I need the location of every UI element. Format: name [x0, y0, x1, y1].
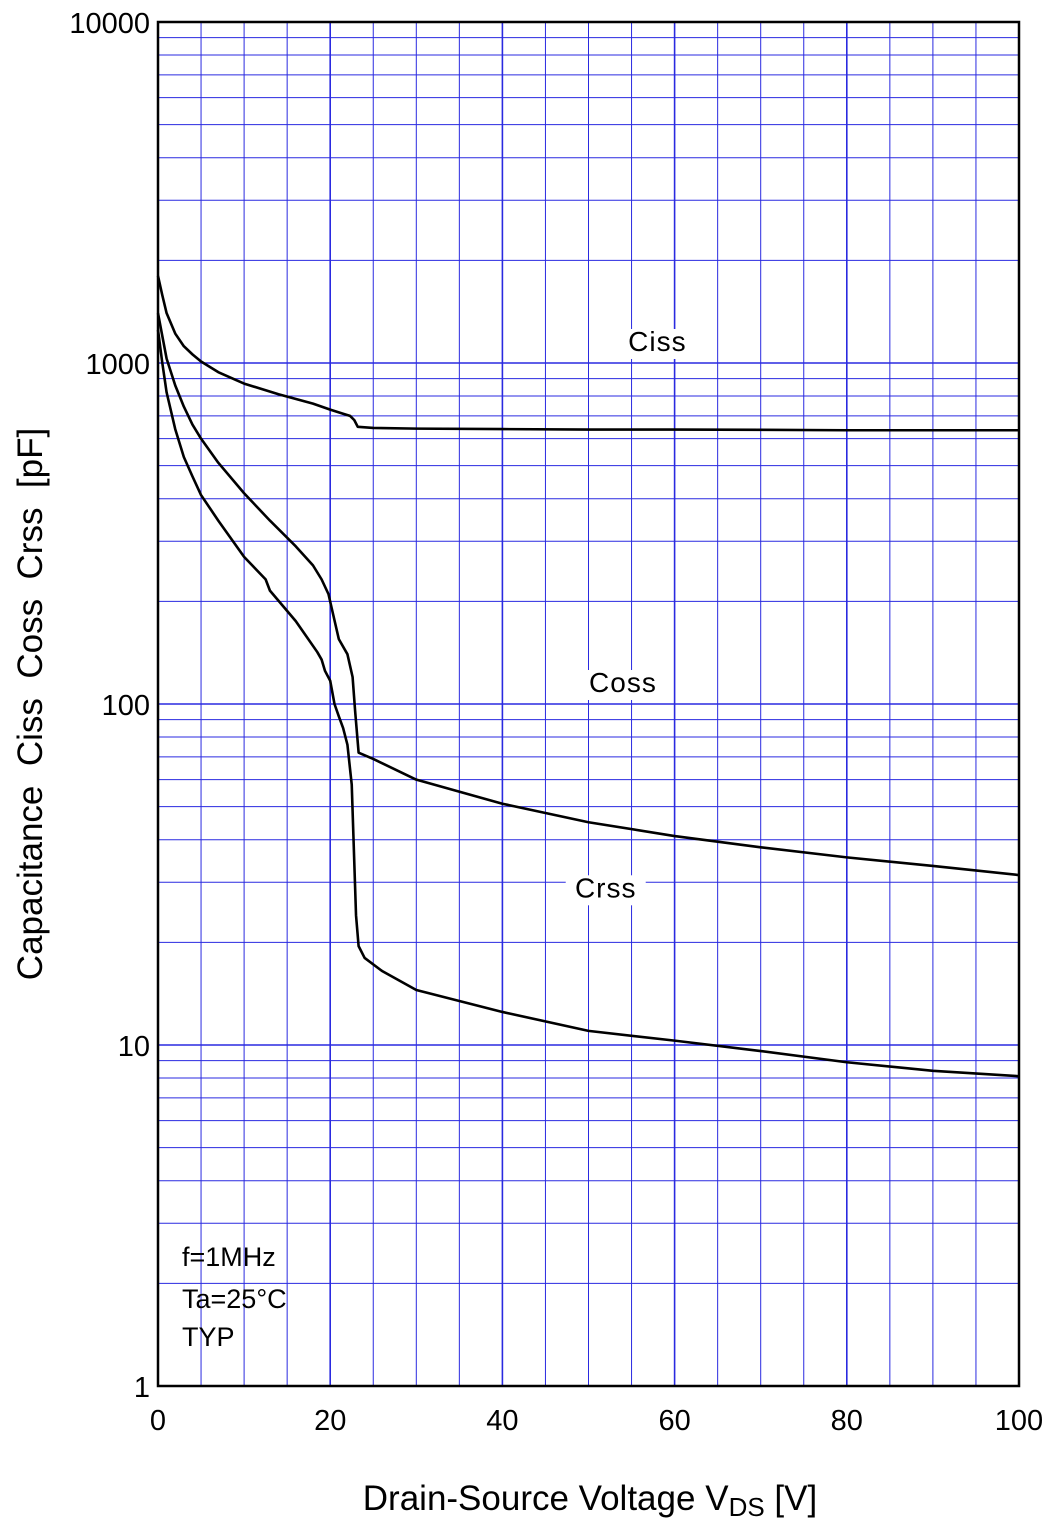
- y-axis-title: Capacitance Ciss Coss Crss [pF]: [11, 428, 50, 980]
- series-lines: [156, 275, 1020, 1078]
- conditions-note: f=1MHz Ta=25°C TYP: [182, 1242, 287, 1352]
- series-label-crss: Crss: [575, 872, 637, 903]
- note-typ: TYP: [182, 1322, 235, 1352]
- y-tick-label: 10: [118, 1031, 150, 1063]
- series-label-backing: [582, 670, 663, 700]
- x-tick-label: 60: [658, 1405, 690, 1437]
- series-labels: Ciss Coss Crss: [565, 326, 698, 906]
- x-axis-title: Drain-Source Voltage VDS [V]: [363, 1479, 817, 1520]
- y-tick-label: 1000: [85, 349, 150, 381]
- x-tick-label: 80: [831, 1405, 863, 1437]
- x-tick-label: 100: [995, 1405, 1043, 1437]
- series-label-backing: [617, 329, 698, 359]
- series-label-ciss: Ciss: [628, 326, 686, 357]
- y-tick-label: 100: [102, 690, 150, 722]
- note-frequency: f=1MHz: [182, 1242, 276, 1272]
- x-tick-label: 0: [150, 1405, 166, 1437]
- series-line-crss: [156, 329, 1020, 1078]
- series-line-coss: [156, 312, 1020, 877]
- series-label-coss: Coss: [589, 667, 657, 698]
- tick-labels: 0 20 40 60 80 100 1 10 100 1000 10000: [69, 8, 1043, 1437]
- series-line-ciss: [156, 275, 1019, 432]
- x-tick-label: 20: [314, 1405, 346, 1437]
- x-tick-label: 40: [486, 1405, 518, 1437]
- plot-frame: [156, 20, 1021, 1388]
- series-label-backing: [565, 875, 646, 906]
- note-temperature: Ta=25°C: [182, 1284, 287, 1314]
- grid: [158, 22, 1019, 1386]
- y-tick-label: 1: [134, 1372, 150, 1404]
- y-tick-label: 10000: [69, 8, 150, 40]
